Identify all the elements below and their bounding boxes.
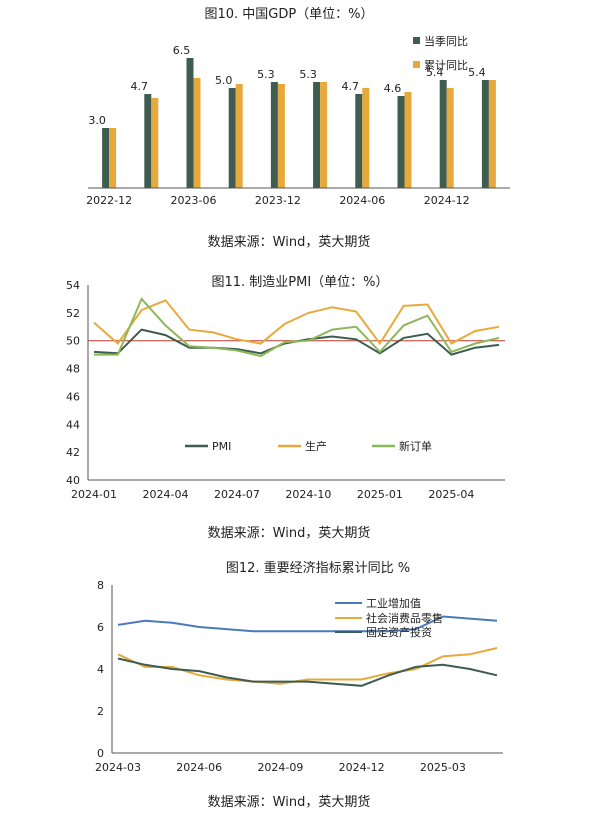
legend-label: 社会消费品零售 — [366, 611, 443, 625]
x-tick-label: 2025-04 — [428, 488, 474, 501]
bar-cumulative — [404, 92, 412, 188]
data-label: 3.0 — [88, 114, 106, 127]
y-tick-label: 50 — [66, 335, 80, 348]
legend: PMI 生产 新订单 — [185, 439, 432, 453]
data-label: 4.6 — [384, 82, 402, 95]
y-tick-label: 54 — [66, 279, 80, 292]
x-tick-label: 2025-03 — [420, 761, 466, 774]
bar-quarterly — [144, 94, 152, 188]
series-line — [94, 297, 500, 358]
bar-quarterly — [228, 88, 236, 188]
legend-label: 累计同比 — [424, 59, 468, 72]
legend-swatch — [413, 37, 420, 44]
bar-cumulative — [277, 84, 285, 188]
source-note: 数据来源：Wind，英大期货 — [208, 794, 371, 810]
bar-cumulative — [109, 128, 117, 188]
x-tick-label: 2023-06 — [171, 194, 217, 207]
x-tick-label: 2024-04 — [142, 488, 188, 501]
data-label: 5.3 — [257, 68, 275, 81]
x-tick-label: 2024-03 — [95, 761, 141, 774]
x-tick-label: 2024-06 — [176, 761, 222, 774]
y-tick-label: 44 — [66, 418, 80, 431]
bar-cumulative — [488, 80, 496, 188]
data-label: 6.5 — [173, 44, 191, 57]
x-tick-label: 2024-01 — [71, 488, 117, 501]
x-tick-label: 2024-09 — [257, 761, 303, 774]
bar-cumulative — [446, 88, 454, 188]
legend-label: 工业增加值 — [366, 596, 421, 610]
gdp-bar-chart: 图10. 中国GDP（单位：%） 3.0 4.7 6.5 5.0 5.3 5.3 4.7 4.… — [86, 7, 510, 250]
bar-cumulative — [151, 98, 159, 188]
y-tick-label: 42 — [66, 446, 80, 459]
y-tick-label: 52 — [66, 307, 80, 320]
legend-label: 新订单 — [399, 439, 432, 453]
legend-label: 当季同比 — [424, 34, 468, 48]
economic-indicators-line-chart: 图12. 重要经济指标累计同比 % 0 2 4 6 8 2024-03 2024-06 20… — [95, 560, 503, 810]
series-line — [93, 299, 500, 346]
y-tick-label: 2 — [97, 705, 104, 718]
data-label: 4.7 — [342, 80, 360, 93]
legend-label: PMI — [212, 440, 231, 453]
bar-quarterly — [186, 58, 194, 188]
y-tick-label: 40 — [66, 474, 80, 487]
bar-cumulative — [193, 78, 201, 188]
legend-swatch — [413, 61, 420, 68]
bar-cumulative — [320, 82, 328, 188]
x-tick-label: 2022-12 — [86, 194, 132, 207]
source-note: 数据来源：Wind，英大期货 — [208, 234, 371, 250]
legend-label: 生产 — [305, 439, 327, 453]
data-label: 5.4 — [468, 66, 486, 79]
pmi-line-chart: 图11. 制造业PMI（单位：%） 40 42 44 46 48 50 52 54 2024-… — [66, 275, 505, 541]
data-label: 4.7 — [131, 80, 149, 93]
x-tick-label: 2025-01 — [357, 488, 403, 501]
y-tick-label: 6 — [97, 621, 104, 634]
bar-cumulative — [235, 84, 243, 188]
bar-quarterly — [102, 128, 110, 188]
series-line — [117, 615, 498, 633]
bar-quarterly — [355, 94, 363, 188]
bar-cumulative — [362, 88, 370, 188]
bar-quarterly — [313, 82, 321, 188]
y-tick-label: 0 — [97, 747, 104, 760]
bar-quarterly — [481, 80, 489, 188]
x-tick-label: 2024-07 — [214, 488, 260, 501]
series-line — [117, 657, 498, 687]
bar-quarterly — [270, 82, 278, 188]
y-tick-label: 8 — [97, 579, 104, 592]
x-tick-label: 2024-10 — [285, 488, 331, 501]
source-note: 数据来源：Wind，英大期货 — [208, 525, 371, 541]
bar-quarterly — [397, 96, 405, 188]
chart-title: 图12. 重要经济指标累计同比 % — [226, 560, 410, 576]
x-tick-label: 2024-12 — [424, 194, 470, 207]
chart-title: 图11. 制造业PMI（单位：%） — [211, 275, 388, 290]
x-tick-label: 2024-12 — [339, 761, 385, 774]
legend: 当季同比 累计同比 — [413, 34, 468, 72]
y-tick-label: 4 — [97, 663, 104, 676]
x-tick-label: 2023-12 — [255, 194, 301, 207]
bar-quarterly — [439, 80, 447, 188]
data-label: 5.4 — [426, 66, 444, 79]
data-label: 5.3 — [299, 68, 317, 81]
data-label: 5.0 — [215, 74, 233, 87]
x-tick-label: 2024-06 — [339, 194, 385, 207]
legend-label: 固定资产投资 — [366, 625, 432, 639]
y-tick-label: 48 — [66, 363, 80, 376]
y-tick-label: 46 — [66, 390, 80, 403]
chart-title: 图10. 中国GDP（单位：%） — [204, 7, 373, 22]
legend: 工业增加值 社会消费品零售 固定资产投资 — [335, 596, 443, 639]
